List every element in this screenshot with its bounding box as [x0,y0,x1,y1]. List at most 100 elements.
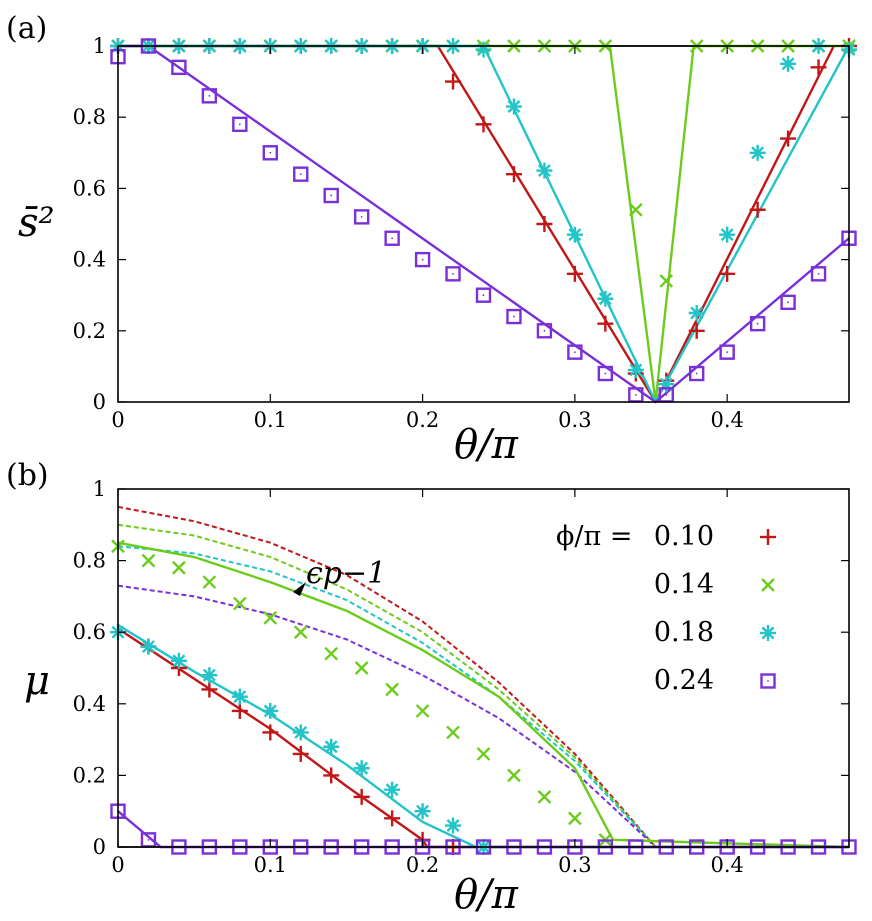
annotation-arrowhead [293,582,306,596]
panel-b-dashed-curve-1 [117,523,657,848]
panel-b-xtick-label: 0.4 [710,853,743,877]
legend-label-010: 0.10 [654,521,714,552]
panel-a-point-3-11 [445,266,461,282]
panel-b-point-0-2 [201,681,218,698]
panel-a-point-2-19 [688,305,705,321]
panel-b-ytick-label: 1 [93,477,106,501]
panel-b-frame [117,488,850,848]
panel-a-point-0-21 [749,201,766,218]
panel-a-point-0-20 [719,265,736,282]
panel-a-xtick-label: 0.2 [406,408,439,432]
legend-label-018: 0.18 [654,617,714,648]
panel-a-curve-3 [118,44,850,404]
panel-a-xtick-label: 0.1 [254,408,287,432]
panel-b-curve-1 [117,541,850,849]
panel-a-point-0-14 [536,216,553,232]
panel-b-point-1-7 [324,646,339,661]
panel-a-frame [117,45,850,403]
panel-b-xtick-label: 0.1 [254,853,287,877]
panel-a-point-3-16 [597,365,614,382]
panel-b-point-1-3 [202,575,217,589]
panel-a-point-3-9 [384,230,400,246]
panel-b-point-0-4 [262,724,279,741]
panel-a-point-2-16 [597,290,614,307]
panel-b-point-1-8 [354,661,369,675]
panel-a-point-2-17 [627,361,644,378]
panel-a-point-3-10 [414,251,431,268]
epsilon-annotation: ϵp−1 [306,556,386,591]
panel-b-point-2-8 [353,760,370,777]
panel-b-curve-0 [117,627,849,849]
panel-b-point-0-8 [384,810,401,827]
panel-b-point-1-10 [415,704,430,718]
legend-title: ϕ/π = [556,521,632,552]
panel-b-ylabel: μ [24,658,50,704]
panel-b-ytick-label: 0.6 [73,620,106,644]
panel-a-point-3-22 [780,294,796,311]
panel-b-point-1-13 [507,768,521,783]
panel-a-ytick-label: 0 [93,390,106,414]
panel-a-point-2-12 [475,41,492,58]
panel-b-curve-2 [117,624,849,849]
panel-b-point-1-2 [172,560,186,575]
legend-marker-0 [760,529,776,545]
panel-b-point-2-5 [262,702,279,719]
panel-a-point-3-13 [506,308,522,325]
panel-a-point-3-21 [749,315,766,332]
panel-b-xtick-label: 0.2 [406,853,439,877]
panel-b-point-2-7 [323,738,340,755]
panel-b-dashed-curve-2 [117,545,657,848]
panel-a-curve-2 [118,44,851,404]
panel-b-point-2-2 [170,652,187,669]
panel-b-point-1-4 [232,596,247,611]
panel-a-xlabel: θ/π [454,422,519,468]
legend: ϕ/π = 0.10 0.14 0.18 0.24 [556,521,776,696]
panel-b-point-1-12 [476,747,491,761]
panel-b-point-1-6 [293,625,308,640]
panel-a-curve-1 [118,44,849,404]
panel-b-xtick-label: 0 [111,853,124,877]
panel-b-point-2-1 [140,638,157,655]
legend-label-014: 0.14 [654,569,714,600]
panel-a-point-3-20 [719,344,735,360]
panel-a-point-3-4 [232,116,248,133]
panel-a-point-3-12 [475,287,492,303]
panel-a-point-3-7 [323,187,339,204]
panel-a-point-0-12 [475,116,492,133]
panel-b-plot: 0 0.1 0.2 0.3 0.4 0 0.2 0.4 0.6 0.8 1 θ/π μ ϵp−1 ϕ… [24,477,857,918]
panel-a-ytick-label: 0.2 [73,319,106,343]
panel-a-point-0-19 [688,322,705,339]
panel-a-point-2-13 [505,98,522,115]
panel-b-dashed-curve-0 [117,505,657,848]
panel-a-point-3-5 [262,145,278,161]
panel-a-point-3-23 [810,266,827,282]
panel-a-xtick-label: 0.3 [558,408,591,432]
panel-a-point-2-15 [566,226,583,243]
panel-b-ytick-label: 0.2 [73,763,106,787]
panel-a-label: (a) [6,11,47,46]
panel-b-point-1-1 [141,553,156,568]
panel-a-point-2-20 [719,226,736,243]
panel-b-ytick-label: 0.4 [73,692,106,716]
panel-b-point-1-14 [537,790,552,804]
panel-a-point-0-13 [505,166,522,183]
panel-a-point-0-23 [810,59,827,76]
panel-a-xtick-label: 0.4 [710,408,743,432]
panel-a-point-1-18 [659,274,674,288]
panel-a-point-3-3 [201,88,218,104]
panel-a-point-3-8 [353,209,370,225]
panel-b-point-2-10 [414,803,431,820]
panel-b-point-0-6 [323,767,340,784]
panel-a-point-0-16 [597,315,614,332]
panel-b-label: (b) [6,458,49,493]
legend-marker-2 [760,625,776,641]
panel-a-point-1-17 [628,202,643,217]
panel-b-dashed-curve-3 [117,584,657,848]
panel-b-point-2-3 [201,667,218,684]
panel-b-point-2-4 [231,688,248,705]
legend-label-024: 0.24 [654,665,714,696]
panel-a-plot: 0 0.1 0.2 0.3 0.4 0 0.2 0.4 0.6 0.8 1 θ/π s̄² [18,34,857,468]
panel-a-point-3-2 [171,59,187,76]
panel-a-point-2-21 [749,144,766,161]
